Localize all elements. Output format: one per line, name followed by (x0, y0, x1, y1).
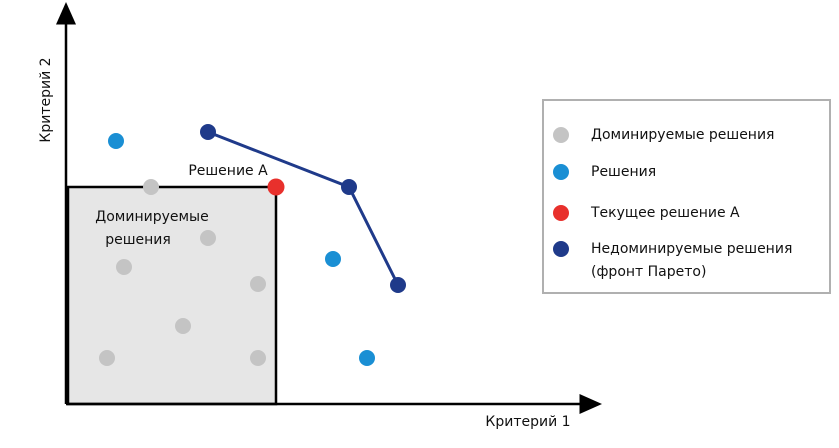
point-label: Решение A (188, 163, 268, 179)
point (99, 350, 115, 366)
region-label: Доминируемые (95, 209, 208, 225)
point (200, 124, 216, 140)
legend-label: (фронт Парето) (591, 264, 706, 280)
legend (542, 99, 831, 294)
point (359, 350, 375, 366)
legend-label: Доминируемые решения (591, 127, 774, 143)
legend-label: Текущее решение A (590, 205, 740, 221)
point (200, 230, 216, 246)
legend-swatch (553, 127, 569, 143)
current-point (267, 178, 285, 196)
point (250, 276, 266, 292)
legend-swatch (553, 205, 569, 221)
dominated-points (99, 179, 266, 366)
solution-points (108, 133, 375, 366)
point (143, 179, 159, 195)
legend-swatch (553, 241, 569, 257)
region-label: решения (105, 232, 171, 248)
point (390, 277, 406, 293)
point (341, 179, 357, 195)
legend-label: Решения (591, 164, 656, 180)
y-axis-label: Критерий 2 (38, 57, 54, 142)
point (116, 259, 132, 275)
pareto-points (200, 124, 406, 293)
point (175, 318, 191, 334)
dominated-region (66, 185, 278, 406)
x-axis-label: Критерий 1 (485, 414, 570, 430)
legend-swatch (553, 164, 569, 180)
legend-label: Недоминируемые решения (591, 241, 792, 257)
point (250, 350, 266, 366)
point (325, 251, 341, 267)
point (108, 133, 124, 149)
